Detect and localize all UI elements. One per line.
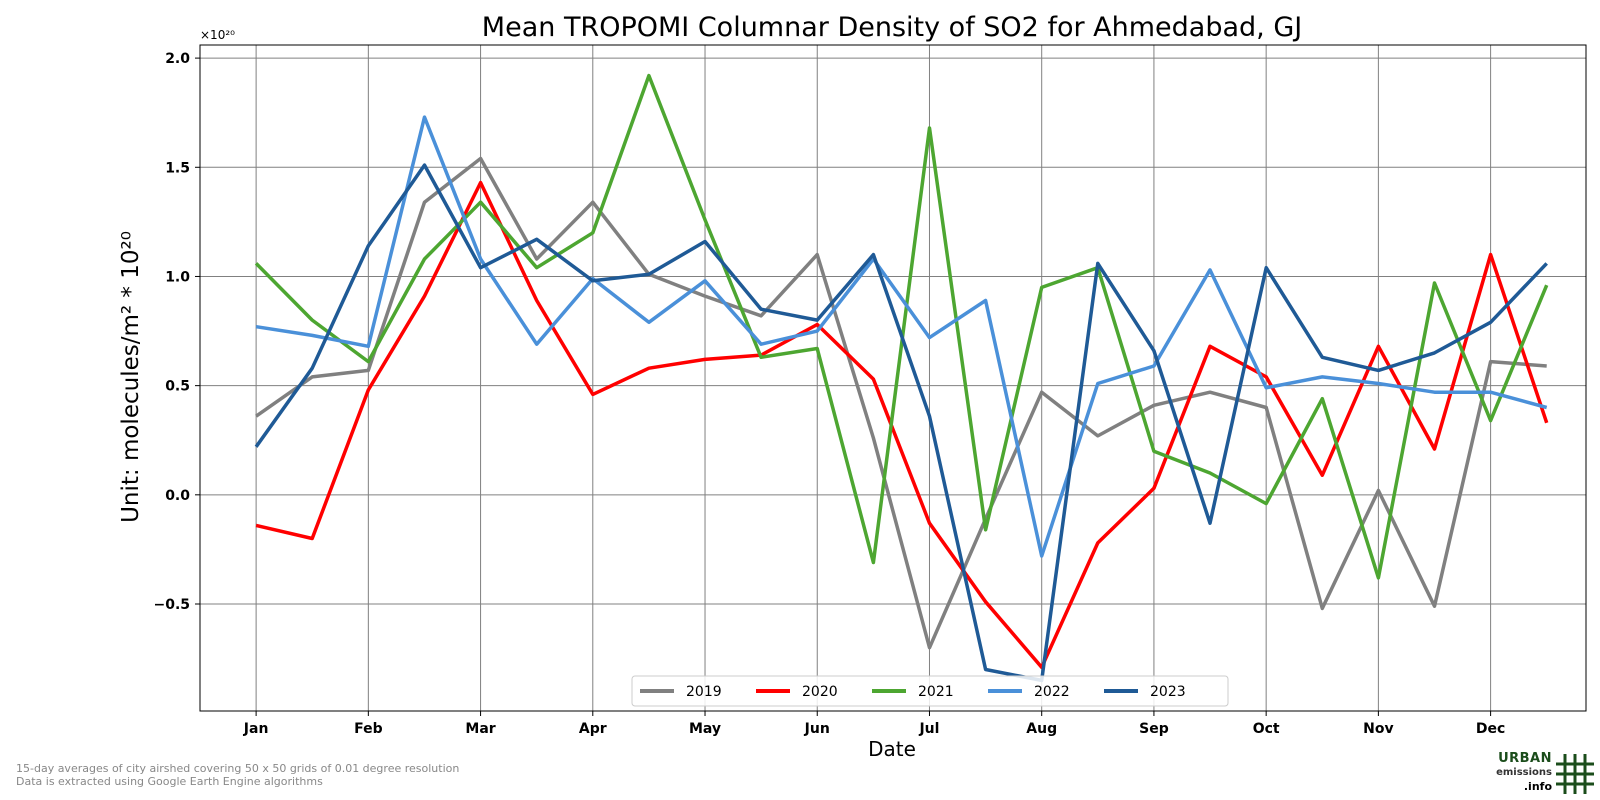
series-line-2021 bbox=[254, 73, 1549, 580]
chart-title: Mean TROPOMI Columnar Density of SO2 for… bbox=[482, 12, 1302, 43]
x-tick-label: Jun bbox=[804, 721, 830, 737]
x-axis-label: Date bbox=[868, 737, 916, 761]
series-line-2019 bbox=[255, 156, 1547, 650]
x-tick-label: Aug bbox=[1026, 721, 1057, 737]
x-tick-label: Feb bbox=[354, 721, 383, 737]
logo-text-info: .info bbox=[1523, 780, 1552, 793]
x-tick-label: Sep bbox=[1139, 721, 1169, 737]
y-axis-label: Unit: molecules/m² * 10²⁰ bbox=[118, 231, 144, 523]
y-tick-label: 0.5 bbox=[165, 379, 190, 395]
x-tick-label: Apr bbox=[579, 721, 607, 737]
x-tick-label: Oct bbox=[1253, 721, 1280, 737]
legend-label-2021: 2021 bbox=[918, 684, 954, 700]
x-tick-label: Jul bbox=[918, 721, 939, 737]
series-line-2020 bbox=[255, 180, 1549, 670]
series-line-2022 bbox=[255, 115, 1548, 558]
x-tick-label: Nov bbox=[1363, 721, 1393, 737]
legend-label-2019: 2019 bbox=[686, 684, 722, 700]
footer-note-source: Data is extracted using Google Earth Eng… bbox=[16, 775, 323, 788]
x-tick-label: Jan bbox=[243, 721, 269, 737]
series-lines bbox=[254, 73, 1549, 683]
y-axis-offset-text: ×10²⁰ bbox=[200, 28, 235, 42]
y-tick-label: 1.0 bbox=[165, 269, 190, 285]
legend-box bbox=[631, 675, 1229, 707]
legend-label-2023: 2023 bbox=[1150, 684, 1186, 700]
y-tick-label: −0.5 bbox=[153, 597, 190, 613]
urban-emissions-logo: URBAN emissions .info bbox=[1454, 750, 1594, 796]
y-tick-label: 2.0 bbox=[165, 51, 190, 67]
legend-label-2022: 2022 bbox=[1034, 684, 1070, 700]
x-tick-label: May bbox=[689, 721, 721, 737]
logo-text-urban: URBAN bbox=[1498, 751, 1552, 766]
x-tick-label: Mar bbox=[465, 721, 495, 737]
chart-legend: 2019 2020 2021 2022 2023 bbox=[631, 675, 1229, 707]
logo-grid-icon bbox=[1556, 754, 1594, 794]
footer-note-resolution: 15-day averages of city airshed covering… bbox=[16, 762, 460, 775]
logo-text-emissions: emissions bbox=[1496, 767, 1552, 778]
grid-lines bbox=[200, 45, 1586, 711]
series-line-2023 bbox=[254, 163, 1548, 683]
plot-frame bbox=[199, 44, 1587, 712]
x-tick-label: Dec bbox=[1476, 721, 1505, 737]
axis-ticks: Jan Feb Mar Apr May Jun Jul Aug Sep Oct Nov Dec −0.5… bbox=[153, 51, 1505, 737]
y-tick-label: 1.5 bbox=[165, 160, 190, 176]
legend-label-2020: 2020 bbox=[802, 684, 838, 700]
y-tick-label: 0.0 bbox=[165, 488, 190, 504]
